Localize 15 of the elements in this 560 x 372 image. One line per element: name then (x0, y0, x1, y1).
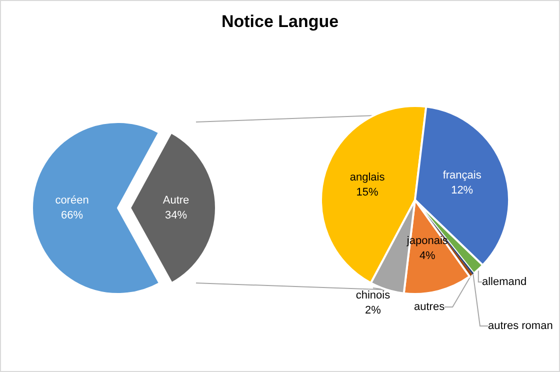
data-label: 66% (60, 210, 84, 222)
slice-label: anglais (350, 172, 386, 184)
slice-label: allemand (482, 276, 527, 288)
data-label: 12% (451, 184, 474, 197)
slice-label: français (442, 170, 482, 182)
data-label: 2% (365, 304, 382, 316)
slice-label: coréen (55, 194, 89, 207)
slice-label: chinois (356, 290, 391, 302)
data-label: 4% (419, 250, 436, 262)
text: Notice Langue (220, 12, 340, 32)
slice-label: autres (414, 301, 446, 313)
slice-label: autres roman (488, 320, 553, 332)
slice-label: Autre (162, 194, 190, 206)
data-label: 15% (356, 186, 379, 199)
data-label: 34% (164, 209, 188, 222)
